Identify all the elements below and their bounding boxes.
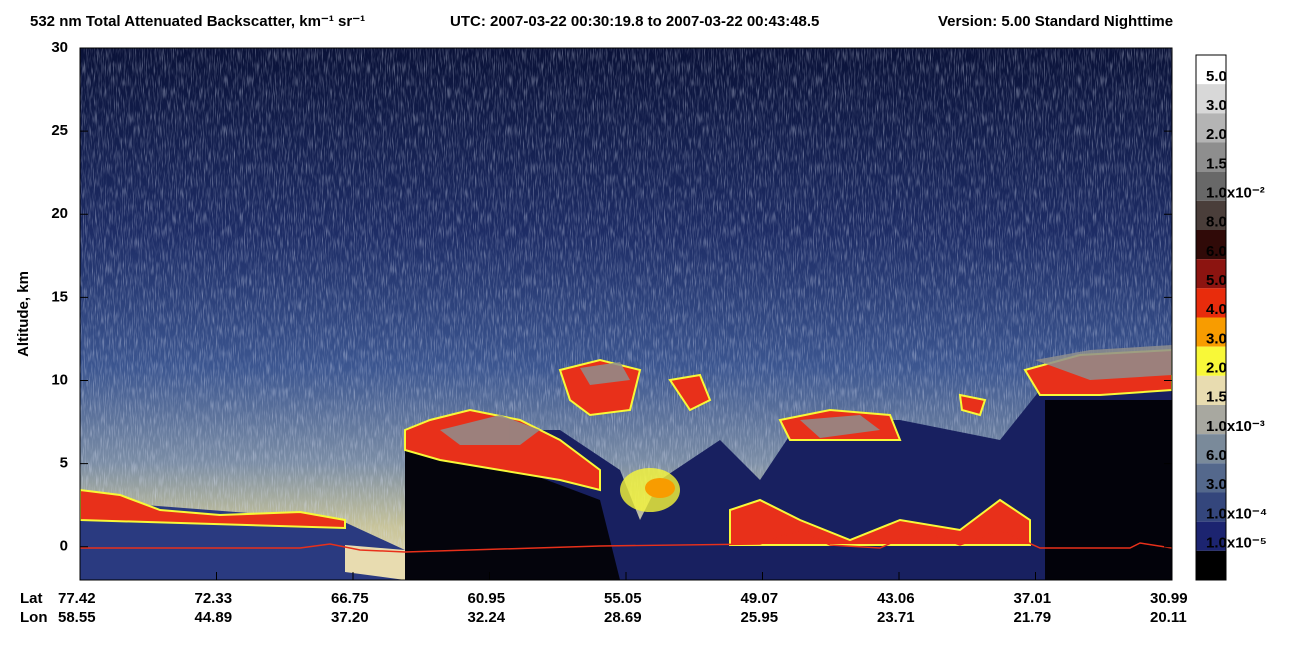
x-tick-label: 37.20 <box>331 609 369 626</box>
x-tick-label: 72.33 <box>195 590 233 607</box>
colorbar-swatch <box>1196 434 1226 464</box>
backscatter-image <box>80 48 1172 580</box>
x-tick-label: 77.42 <box>58 590 96 607</box>
colorbar-swatch <box>1196 492 1226 522</box>
y-tick-label: 0 <box>60 538 68 555</box>
colorbar-label: 1.5 <box>1206 155 1227 172</box>
colorbar-swatch <box>1196 521 1226 551</box>
colorbar-label: 2.0 <box>1206 126 1227 143</box>
x-tick-label: 60.95 <box>468 590 506 607</box>
colorbar-swatch <box>1196 288 1226 318</box>
colorbar-label: 1.0x10⁻² <box>1206 185 1265 202</box>
colorbar-swatch <box>1196 113 1226 143</box>
colorbar-label: 1.0x10⁻³ <box>1206 418 1265 435</box>
x-tick-label: 20.11 <box>1150 609 1187 626</box>
y-tick-label: 20 <box>51 205 68 222</box>
colorbar-label: 3.0 <box>1206 330 1227 347</box>
colorbar-swatch <box>1196 375 1226 405</box>
x-tick-label: 58.55 <box>58 609 96 626</box>
version: Version: 5.00 Standard Nighttime <box>938 13 1173 30</box>
y-tick-label: 15 <box>51 288 68 305</box>
x-tick-label: 21.79 <box>1014 609 1052 626</box>
x-tick-label: 55.05 <box>604 590 642 607</box>
colorbar-swatch <box>1196 84 1226 114</box>
colorbar-label: 3.0 <box>1206 476 1227 493</box>
colorbar-swatch <box>1196 550 1226 580</box>
colorbar-swatch <box>1196 200 1226 230</box>
x-tick-label: 44.89 <box>195 609 233 626</box>
x-row-name: Lon <box>20 609 48 626</box>
x-row-name: Lat <box>20 590 43 607</box>
colorbar-label: 1.5 <box>1206 389 1227 406</box>
colorbar-swatch <box>1196 259 1226 289</box>
x-tick-label: 30.99 <box>1150 590 1188 607</box>
y-tick-label: 10 <box>51 371 68 388</box>
time-range: UTC: 2007-03-22 00:30:19.8 to 2007-03-22… <box>450 13 819 30</box>
colorbar-label: 5.0 <box>1206 272 1227 289</box>
colorbar-label: 5.0 <box>1206 68 1227 85</box>
x-tick-label: 49.07 <box>741 590 779 607</box>
x-tick-label: 25.95 <box>741 609 779 626</box>
y-tick-label: 5 <box>60 455 68 472</box>
colorbar-label: 1.0x10⁻⁵ <box>1206 535 1267 552</box>
colorbar-swatch <box>1196 230 1226 260</box>
colorbar-frame <box>1195 54 1227 581</box>
y-tick-label: 30 <box>51 39 68 56</box>
colorbar-swatch <box>1196 171 1226 201</box>
colorbar-swatch <box>1196 142 1226 172</box>
colorbar-swatch <box>1196 317 1226 347</box>
colorbar-swatch <box>1196 55 1226 85</box>
colorbar-swatch <box>1196 405 1226 435</box>
colorbar-label: 2.0 <box>1206 360 1227 377</box>
colorbar-label: 6.0 <box>1206 447 1227 464</box>
colorbar-label: 6.0 <box>1206 243 1227 260</box>
colorbar-label: 1.0x10⁻⁴ <box>1206 505 1267 522</box>
colorbar-label: 3.0 <box>1206 97 1227 114</box>
colorbar-swatch <box>1196 346 1226 376</box>
y-axis-label: Altitude, km <box>15 271 32 357</box>
x-tick-label: 43.06 <box>877 590 915 607</box>
x-tick-label: 23.71 <box>877 609 915 626</box>
chart-title: 532 nm Total Attenuated Backscatter, km⁻… <box>30 13 365 30</box>
x-tick-label: 66.75 <box>331 590 369 607</box>
x-tick-label: 28.69 <box>604 609 642 626</box>
colorbar-label: 8.0 <box>1206 214 1227 231</box>
x-tick-label: 32.24 <box>468 609 506 626</box>
y-tick-label: 25 <box>51 122 68 139</box>
colorbar-label: 4.0 <box>1206 301 1227 318</box>
colorbar-swatch <box>1196 463 1226 493</box>
x-tick-label: 37.01 <box>1014 590 1052 607</box>
